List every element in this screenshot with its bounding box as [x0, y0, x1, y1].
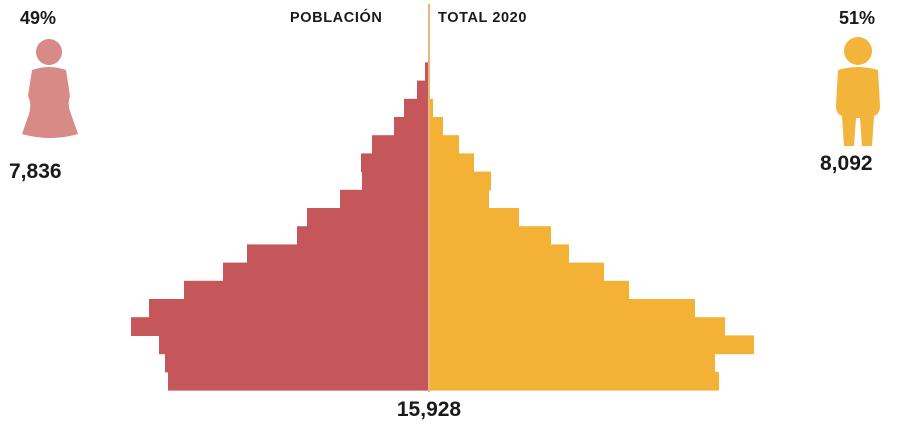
- right-bar-age-group-5: [429, 299, 695, 318]
- right-bar-age-group-16: [429, 98, 433, 118]
- right-bar-age-group-4: [429, 317, 725, 336]
- chart-title-left: POBLACIÓN: [290, 10, 383, 26]
- left-bar-age-group-1: [168, 371, 429, 391]
- right-bar-age-group-10: [429, 208, 519, 227]
- right-bar-age-group-9: [429, 226, 551, 245]
- left-bar-age-group-8: [247, 244, 429, 264]
- left-bar-age-group-2: [165, 353, 429, 373]
- left-bar-age-group-15: [394, 117, 429, 136]
- left-bar-age-group-6: [184, 280, 429, 300]
- left-bar-age-group-16: [404, 98, 429, 118]
- right-bar-age-group-6: [429, 280, 629, 300]
- right-bar-age-group-8: [429, 244, 569, 264]
- right-bar-age-group-15: [429, 117, 443, 136]
- right-bar-age-group-1: [429, 371, 719, 391]
- male-percent: 51%: [839, 8, 876, 28]
- left-bar-age-group-18: [425, 62, 429, 82]
- left-bar-age-group-5: [149, 299, 429, 318]
- left-bar-age-group-12: [362, 171, 429, 191]
- left-bar-age-group-11: [340, 189, 429, 209]
- right-bar-age-group-2: [429, 353, 715, 373]
- left-bar-age-group-17: [417, 80, 429, 100]
- right-bar-age-group-13: [429, 153, 474, 173]
- right-bar-age-group-7: [429, 262, 604, 282]
- right-bar-age-group-12: [429, 171, 491, 191]
- woman-icon: [22, 39, 78, 138]
- male-count: 8,092: [820, 152, 873, 175]
- left-bars-group: [131, 62, 429, 391]
- right-bar-age-group-14: [429, 135, 459, 154]
- total-population: 15,928: [396, 398, 462, 421]
- man-icon: [836, 37, 880, 146]
- left-bar-age-group-3: [159, 335, 429, 355]
- left-bar-age-group-10: [307, 208, 429, 227]
- right-bars-group: [429, 98, 754, 391]
- female-count: 7,836: [9, 160, 62, 183]
- left-bar-age-group-4: [131, 317, 429, 336]
- right-bar-age-group-3: [429, 335, 754, 355]
- right-bar-age-group-11: [429, 189, 489, 209]
- female-percent: 49%: [20, 8, 57, 28]
- left-bar-age-group-13: [361, 153, 429, 173]
- left-bar-age-group-14: [372, 135, 429, 154]
- left-bar-age-group-9: [297, 226, 429, 245]
- left-bar-age-group-7: [223, 262, 429, 282]
- chart-title-right: TOTAL 2020: [438, 10, 528, 26]
